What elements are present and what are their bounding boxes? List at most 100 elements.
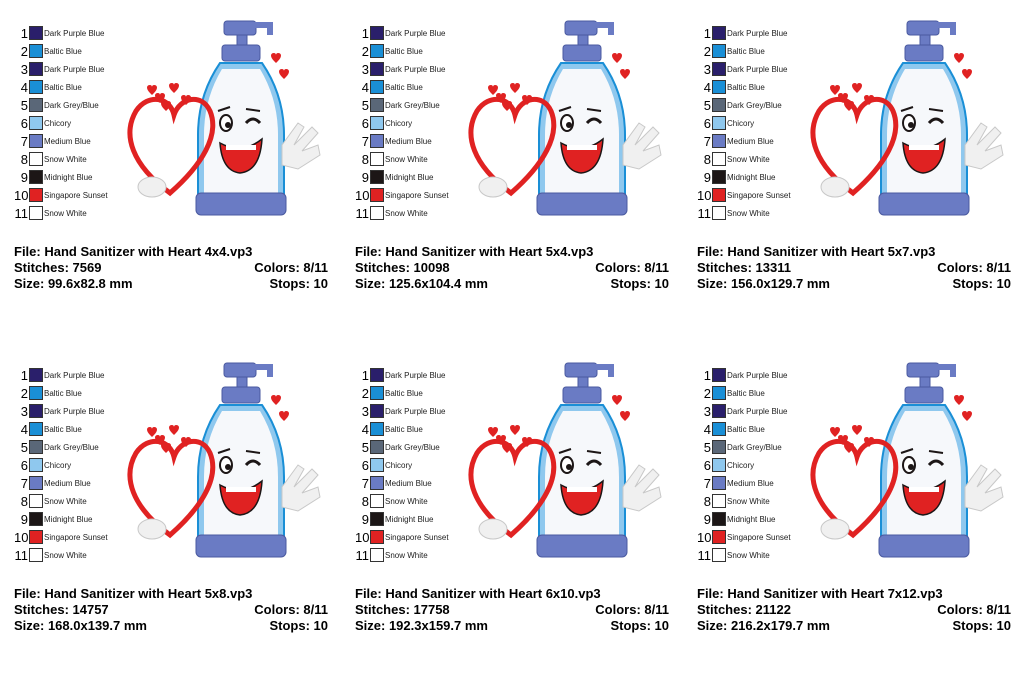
color-row: 7 Medium Blue — [14, 475, 134, 493]
color-swatch — [370, 440, 384, 454]
hand-sanitizer-heart-design — [127, 362, 321, 558]
stitch-count: Stitches: 7569 — [14, 260, 102, 275]
color-row: 4 Baltic Blue — [14, 421, 134, 439]
color-row: 8 Snow White — [355, 151, 475, 169]
color-name: Medium Blue — [727, 479, 774, 488]
color-name: Baltic Blue — [727, 83, 765, 92]
color-row: 5 Dark Grey/Blue — [355, 97, 475, 115]
color-number: 1 — [703, 26, 711, 41]
color-row: 9 Midnight Blue — [355, 169, 475, 187]
hand-sanitizer-heart-design — [127, 20, 321, 216]
color-number: 10 — [14, 530, 29, 545]
color-row: 1 Dark Purple Blue — [14, 367, 134, 385]
color-number: 3 — [703, 404, 711, 419]
color-swatch — [370, 404, 384, 418]
color-row: 9 Midnight Blue — [355, 511, 475, 529]
color-swatch — [29, 206, 43, 220]
color-swatch — [29, 422, 43, 436]
color-swatch — [370, 548, 384, 562]
color-swatch — [712, 548, 726, 562]
color-swatch — [712, 494, 726, 508]
color-number: 7 — [703, 134, 711, 149]
color-count: Colors: 8/11 — [937, 260, 1011, 275]
color-row: 6 Chicory — [697, 457, 817, 475]
color-swatch — [29, 458, 43, 472]
color-name: Dark Purple Blue — [727, 29, 788, 38]
color-number: 6 — [703, 116, 711, 131]
stop-count: Stops: 10 — [269, 618, 328, 633]
color-number: 11 — [355, 206, 370, 221]
color-row: 4 Baltic Blue — [355, 421, 475, 439]
color-number: 9 — [20, 170, 28, 185]
stop-count: Stops: 10 — [952, 618, 1011, 633]
color-number: 1 — [361, 368, 369, 383]
color-row: 11 Snow White — [697, 205, 817, 223]
color-name: Dark Purple Blue — [727, 407, 788, 416]
color-number: 4 — [703, 80, 711, 95]
color-name: Snow White — [44, 155, 87, 164]
design-card: 1 Dark Purple Blue 2 Baltic Blue 3 Dark Purpl… — [14, 0, 339, 330]
color-name: Dark Purple Blue — [44, 29, 105, 38]
color-row: 8 Snow White — [355, 493, 475, 511]
color-name: Medium Blue — [385, 137, 432, 146]
hand-sanitizer-heart-design — [810, 20, 1004, 216]
color-number: 8 — [361, 152, 369, 167]
color-name: Medium Blue — [44, 479, 91, 488]
color-name: Baltic Blue — [44, 389, 82, 398]
color-name: Snow White — [385, 209, 428, 218]
color-number: 4 — [20, 80, 28, 95]
color-swatch — [29, 44, 43, 58]
color-row: 8 Snow White — [14, 493, 134, 511]
color-number: 10 — [697, 530, 712, 545]
color-swatch — [370, 512, 384, 526]
color-number: 8 — [20, 494, 28, 509]
color-number: 10 — [355, 188, 370, 203]
color-number: 9 — [361, 170, 369, 185]
color-number: 5 — [361, 98, 369, 113]
color-swatch — [29, 116, 43, 130]
color-name: Snow White — [727, 209, 770, 218]
color-row: 2 Baltic Blue — [355, 385, 475, 403]
stop-count: Stops: 10 — [269, 276, 328, 291]
color-swatch — [29, 440, 43, 454]
color-count: Colors: 8/11 — [937, 602, 1011, 617]
color-swatch — [29, 548, 43, 562]
color-swatch — [370, 368, 384, 382]
color-number: 10 — [14, 188, 29, 203]
color-number: 5 — [703, 440, 711, 455]
design-card: 1 Dark Purple Blue 2 Baltic Blue 3 Dark Purpl… — [355, 0, 680, 330]
color-name: Singapore Sunset — [44, 533, 108, 542]
color-row: 9 Midnight Blue — [14, 511, 134, 529]
color-number: 8 — [703, 152, 711, 167]
color-row: 4 Baltic Blue — [697, 421, 817, 439]
color-number: 3 — [20, 62, 28, 77]
color-name: Midnight Blue — [727, 173, 776, 182]
color-row: 3 Dark Purple Blue — [355, 403, 475, 421]
color-name: Singapore Sunset — [385, 533, 449, 542]
color-name: Dark Purple Blue — [385, 65, 446, 74]
color-name: Chicory — [385, 119, 413, 128]
color-number: 7 — [703, 476, 711, 491]
color-name: Baltic Blue — [385, 425, 423, 434]
color-swatch — [712, 80, 726, 94]
color-row: 10 Singapore Sunset — [14, 187, 134, 205]
color-name: Chicory — [727, 461, 755, 470]
color-name: Dark Purple Blue — [385, 371, 446, 380]
color-swatch — [712, 458, 726, 472]
color-name: Dark Purple Blue — [385, 407, 446, 416]
design-size: Size: 156.0x129.7 mm — [697, 276, 830, 291]
color-name: Snow White — [727, 497, 770, 506]
color-swatch — [712, 98, 726, 112]
color-swatch — [29, 98, 43, 112]
color-row: 9 Midnight Blue — [697, 511, 817, 529]
color-swatch — [370, 80, 384, 94]
color-number: 4 — [703, 422, 711, 437]
color-row: 5 Dark Grey/Blue — [355, 439, 475, 457]
color-name: Singapore Sunset — [385, 191, 449, 200]
color-number: 2 — [361, 44, 369, 59]
color-swatch — [370, 134, 384, 148]
color-swatch — [29, 386, 43, 400]
stop-count: Stops: 10 — [610, 618, 669, 633]
color-row: 3 Dark Purple Blue — [697, 61, 817, 79]
color-name: Dark Grey/Blue — [727, 443, 782, 452]
